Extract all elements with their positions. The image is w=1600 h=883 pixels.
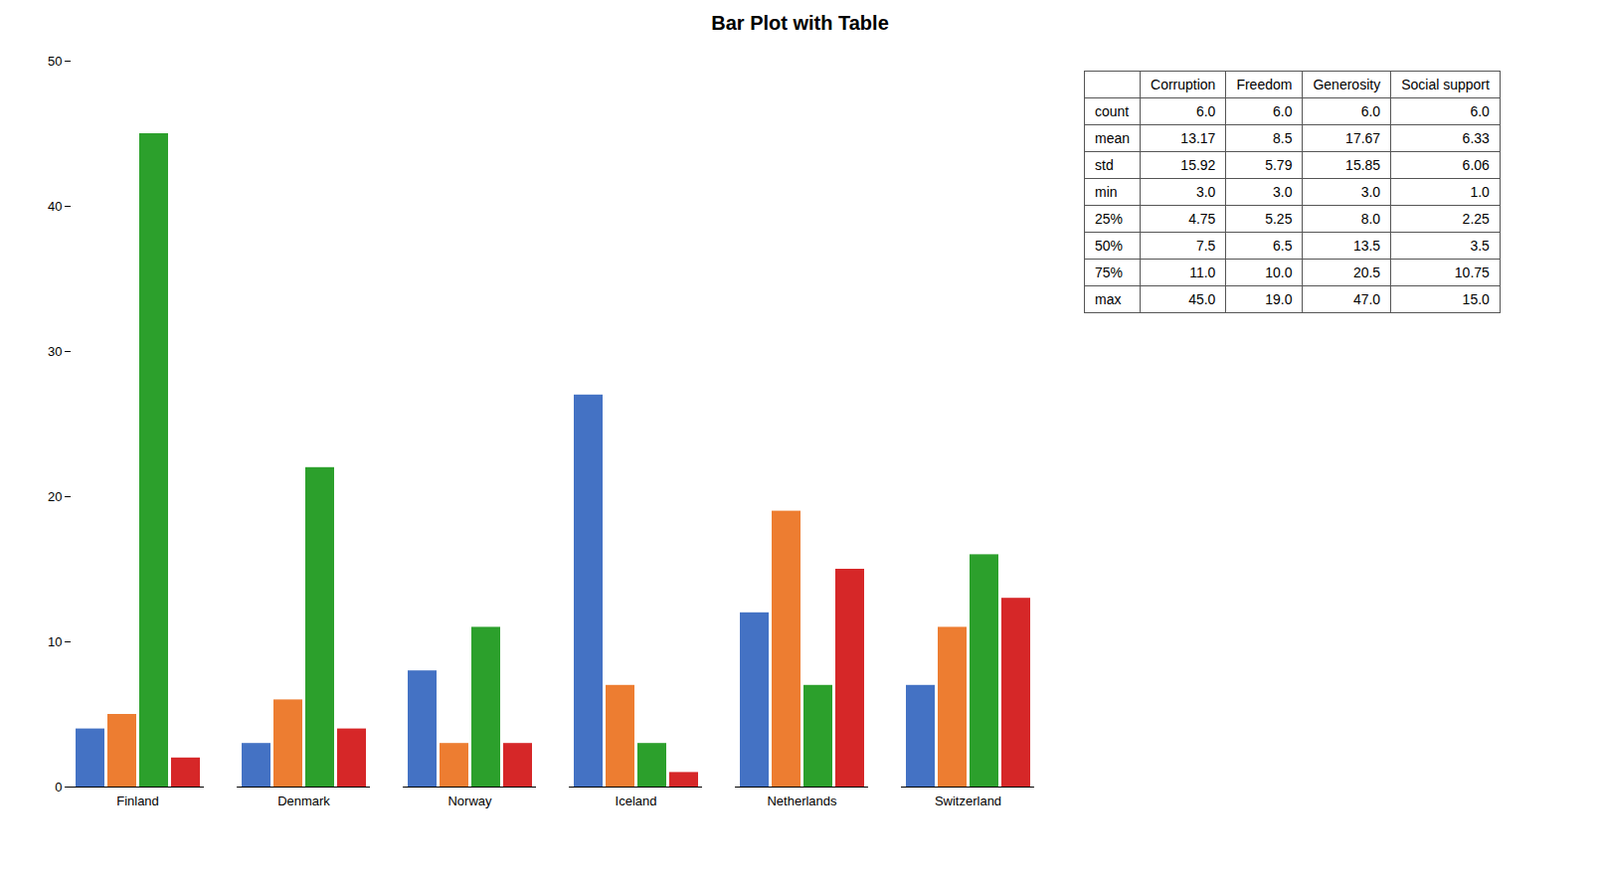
html-text:mean: mean [1094,130,1130,147]
html-text:15.0: 15.0 [1462,291,1490,308]
html-text:19.0: 19.0 [1265,291,1293,308]
html-text:10.0: 10.0 [1265,264,1293,281]
svg-text:Denmark: Denmark [277,793,331,809]
html-text:15.92: 15.92 [1180,157,1216,174]
html-text:45.0: 45.0 [1188,291,1216,308]
html-text:5.25: 5.25 [1265,210,1293,227]
html-text:8.0: 8.0 [1361,210,1381,227]
html-text:10.75: 10.75 [1454,264,1490,281]
html-text:Bar Plot with Table: Bar Plot with Table [711,11,889,34]
html-text:4.75: 4.75 [1188,210,1216,227]
html-text:20.5: 20.5 [1353,264,1381,281]
html-text:47.0: 47.0 [1353,291,1381,308]
html-text:Corruption: Corruption [1150,76,1216,93]
svg-text:Finland: Finland [116,793,160,809]
html-text:min: min [1094,183,1118,200]
html-text:2.25: 2.25 [1462,210,1490,227]
html-text:3.0: 3.0 [1272,183,1293,200]
svg-text:50: 50 [47,53,62,69]
html-text:13.5: 13.5 [1353,237,1381,254]
svg-text:Switzerland: Switzerland [934,793,1002,809]
svg-text:Netherlands: Netherlands [766,793,838,809]
html-text:6.5: 6.5 [1272,237,1293,254]
svg-text:Iceland: Iceland [615,793,658,809]
html-text:6.0: 6.0 [1470,103,1490,120]
svg-text:0: 0 [54,779,62,795]
html-text:std: std [1094,157,1114,174]
svg-text:40: 40 [47,198,62,214]
html-text:6.0: 6.0 [1272,103,1293,120]
html-text:25%: 25% [1094,210,1123,227]
html-text:Freedom: Freedom [1236,76,1293,93]
svg-text:30: 30 [47,344,62,359]
html-text:6.0: 6.0 [1196,103,1216,120]
html-text:5.79: 5.79 [1265,157,1293,174]
html-text:Generosity: Generosity [1313,76,1381,93]
html-text:3.0: 3.0 [1361,183,1381,200]
html-text:75%: 75% [1094,264,1123,281]
html-text:7.5: 7.5 [1196,237,1216,254]
html-text:1.0: 1.0 [1470,183,1490,200]
html-text:max: max [1094,291,1122,308]
html-text:6.0: 6.0 [1361,103,1381,120]
html-text:8.5: 8.5 [1272,130,1293,147]
html-text:Social support: Social support [1401,76,1490,93]
html-text:17.67: 17.67 [1345,130,1381,147]
html-text:count: count [1094,103,1129,120]
html-text:15.85: 15.85 [1345,157,1381,174]
html-text:6.33: 6.33 [1462,130,1490,147]
svg-text:20: 20 [47,489,62,505]
svg-text:10: 10 [47,634,62,650]
html-text:6.06: 6.06 [1462,157,1490,174]
svg-text:Norway: Norway [447,793,493,809]
html-text:50%: 50% [1094,237,1123,254]
html-text:3.0: 3.0 [1196,183,1216,200]
html-text:11.0: 11.0 [1189,264,1216,281]
html-text:13.17: 13.17 [1180,130,1216,147]
html-text:3.5: 3.5 [1470,237,1490,254]
